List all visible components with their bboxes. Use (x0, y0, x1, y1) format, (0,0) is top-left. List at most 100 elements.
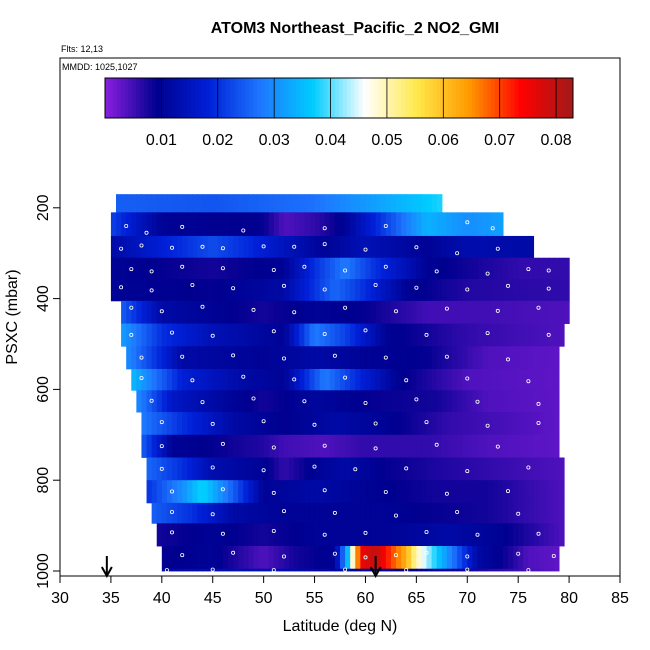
heat-cell (350, 546, 356, 570)
sample-point (465, 376, 470, 381)
sample-point (271, 329, 276, 334)
colorbar-segment (233, 78, 239, 118)
heat-cell (324, 235, 331, 259)
heat-cell (401, 412, 407, 436)
heat-cell (411, 368, 417, 391)
heat-cell (492, 390, 499, 413)
colorbar-segment (342, 78, 348, 118)
heat-cell (350, 457, 356, 481)
heat-cell (197, 568, 204, 572)
heat-cell (258, 412, 265, 436)
colorbar-segment (366, 78, 371, 118)
heat-cell (314, 368, 321, 391)
heat-cell (350, 390, 356, 413)
heat-cell (156, 279, 163, 302)
heat-cell (329, 257, 336, 280)
heat-cell (380, 194, 387, 213)
heat-cell (523, 390, 529, 413)
heat-cell (523, 323, 529, 347)
heat-cell (289, 502, 295, 524)
heat-cell (528, 480, 535, 504)
heat-cell (284, 546, 290, 570)
heat-cell (187, 323, 193, 347)
heat-cell (497, 523, 504, 547)
heat-cell (187, 502, 193, 524)
heat-cell (340, 346, 346, 370)
heat-cell (406, 390, 412, 413)
heat-cell (380, 346, 387, 370)
heat-cell (248, 390, 255, 413)
heat-cell (350, 235, 356, 259)
heat-cell (426, 457, 433, 481)
heat-cell (467, 368, 473, 391)
sample-point (271, 445, 276, 450)
sample-point (404, 568, 409, 573)
heat-cell (243, 434, 249, 458)
heat-cell (446, 346, 453, 370)
colorbar-segment (444, 78, 449, 118)
heat-cell (518, 323, 524, 347)
heat-cell (309, 212, 316, 237)
sample-point (495, 246, 500, 251)
heat-cell (548, 323, 555, 347)
heat-cell (533, 300, 540, 324)
heat-cell (136, 346, 143, 370)
heat-cell (278, 194, 285, 213)
heat-cell (243, 568, 249, 572)
heat-cell (421, 368, 428, 391)
heat-cell (212, 368, 219, 391)
heat-cell (177, 279, 183, 302)
heat-cell (284, 480, 290, 504)
sample-point (231, 286, 236, 291)
heat-cell (497, 323, 504, 347)
heat-cell (370, 390, 377, 413)
heat-cell (523, 412, 529, 436)
heat-cell (365, 434, 372, 458)
x-tick-label: 85 (611, 590, 629, 607)
heat-cell (441, 279, 448, 302)
heat-cell (538, 412, 545, 436)
heat-cell (146, 194, 153, 213)
heat-cell (172, 323, 178, 347)
heat-cell (401, 346, 407, 370)
colorbar-segment (370, 78, 375, 118)
sample-point (119, 246, 124, 251)
heat-cell (319, 480, 326, 504)
heat-cell (304, 346, 311, 370)
colorbar-segment (179, 78, 184, 118)
heat-cell (187, 279, 193, 302)
sample-point (444, 354, 449, 359)
heat-cell (182, 523, 188, 547)
heat-cell (375, 346, 382, 370)
heat-cell (141, 390, 148, 413)
heat-cell (533, 568, 540, 572)
heat-cell (477, 412, 484, 436)
heat-cell (426, 390, 433, 413)
sample-point (159, 466, 164, 471)
heat-cell (401, 390, 407, 413)
heat-cell (385, 457, 392, 481)
heat-cell (558, 323, 565, 347)
heat-cell (543, 480, 550, 504)
heat-cell (553, 502, 560, 524)
heat-cell (324, 346, 331, 370)
heat-cell (472, 457, 479, 481)
heat-cell (406, 568, 412, 572)
heat-cell (457, 346, 463, 370)
heat-cell (228, 457, 234, 481)
colorbar-segment (530, 78, 535, 118)
heat-cell (396, 194, 402, 213)
heat-cell (151, 346, 158, 370)
heat-cell (452, 502, 458, 524)
heat-cell (508, 480, 514, 504)
colorbar-segment (358, 78, 363, 118)
heat-cell (233, 346, 239, 370)
heat-cell (299, 390, 305, 413)
heat-cell (345, 212, 351, 237)
heat-cell (268, 323, 275, 347)
heat-cell (228, 502, 234, 524)
heat-cell (263, 568, 270, 572)
heat-cell (182, 257, 188, 280)
sample-point (129, 267, 134, 272)
colorbar-segment (120, 78, 125, 118)
